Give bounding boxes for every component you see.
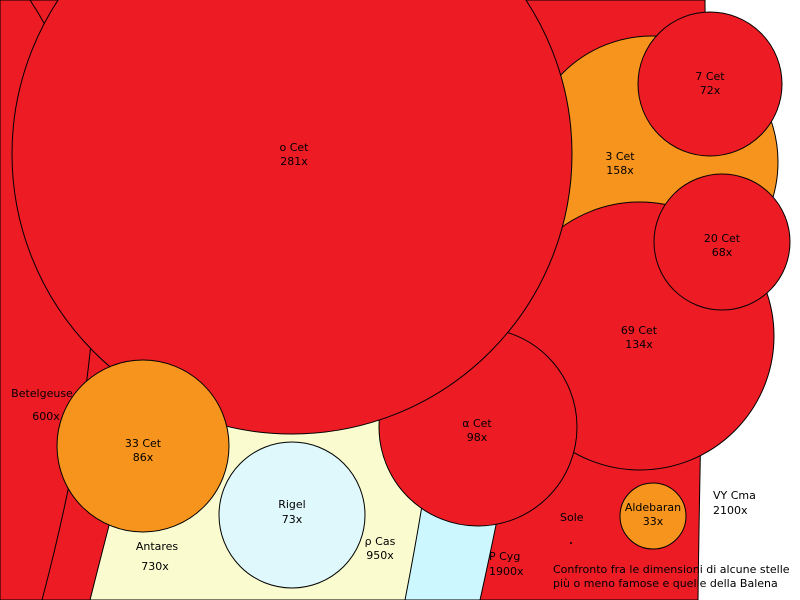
- thirtythree-cet-circle: [56, 359, 230, 533]
- alpha-cet-name: α Cet: [462, 417, 492, 430]
- sixtynine-cet-name: 69 Cet: [621, 324, 658, 337]
- aldebaran-circle: [619, 482, 687, 550]
- rho-cas-name: ρ Cas: [365, 535, 396, 548]
- rigel-name: Rigel: [278, 498, 306, 511]
- rigel-size: 73x: [282, 513, 303, 526]
- twenty-cet-name: 20 Cet: [704, 232, 741, 245]
- o-cet-size: 281x: [280, 155, 308, 168]
- betelgeuse-size: 600x: [32, 410, 60, 423]
- o-cet-circle: [11, 0, 573, 435]
- caption-line-2: più o meno famose e quelle della Balena: [553, 577, 778, 590]
- twenty-cet-size: 68x: [712, 246, 733, 259]
- three-cet-name: 3 Cet: [605, 150, 635, 163]
- antares-name: Antares: [136, 540, 179, 553]
- o-cet-name: o Cet: [280, 141, 310, 154]
- antares-size: 730x: [141, 560, 169, 573]
- sole-name: Sole: [560, 511, 584, 524]
- seven-cet-size: 72x: [700, 84, 721, 97]
- aldebaran-size: 33x: [643, 515, 664, 528]
- caption-line-1: Confronto fra le dimensioni di alcune st…: [553, 563, 790, 576]
- three-cet-size: 158x: [606, 164, 634, 177]
- alpha-cet-size: 98x: [467, 431, 488, 444]
- thirtythree-cet-name: 33 Cet: [125, 437, 162, 450]
- seven-cet-circle: [637, 11, 783, 157]
- betelgeuse-name: Betelgeuse: [11, 387, 73, 400]
- p-cyg-size: 1900x: [489, 565, 524, 578]
- thirtythree-cet-size: 86x: [133, 451, 154, 464]
- aldebaran-name: Aldebaran: [625, 501, 681, 514]
- rigel-circle: [218, 441, 366, 589]
- sixtynine-cet-size: 134x: [625, 338, 653, 351]
- seven-cet-name: 7 Cet: [695, 70, 725, 83]
- rho-cas-size: 950x: [366, 549, 394, 562]
- vy-cma-size: 2100x: [713, 504, 748, 517]
- vy-cma-name: VY Cma: [713, 489, 756, 502]
- p-cyg-name: P Cyg: [489, 550, 520, 563]
- twenty-cet-circle: [653, 173, 791, 311]
- sole-dot: [570, 542, 572, 544]
